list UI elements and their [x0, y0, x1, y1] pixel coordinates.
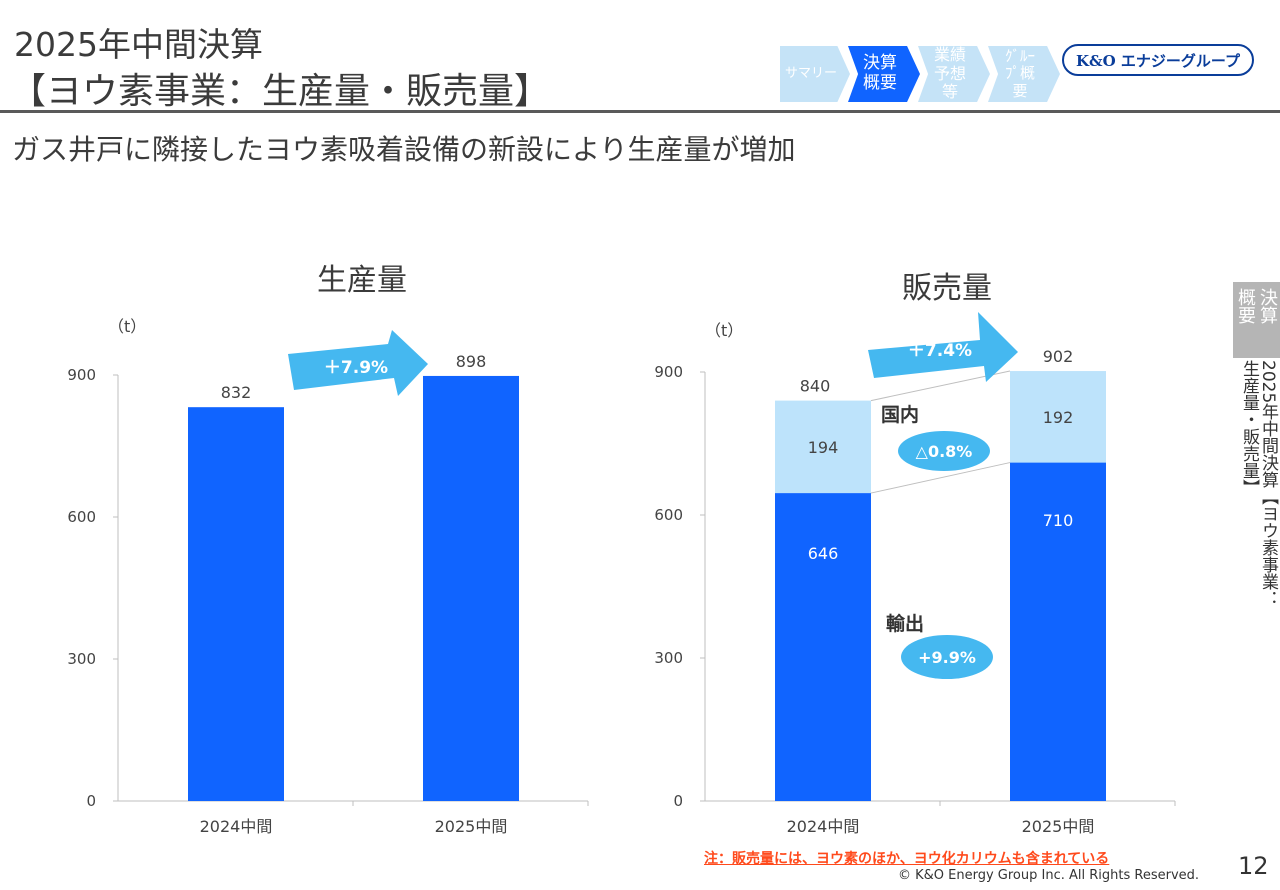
- bar-domestic: [775, 400, 871, 494]
- x-tick-label: 2024中間: [787, 817, 860, 836]
- bar: [188, 407, 284, 801]
- connector-line: [870, 462, 1011, 494]
- data-label-domestic: 194: [808, 438, 839, 457]
- data-label-export: 710: [1043, 511, 1074, 530]
- y-tick-label: 0: [673, 792, 683, 810]
- bar-export: [775, 493, 871, 801]
- footnote: 注：販売量には、ヨウ素のほか、ヨウ化カリウムも含まれている: [704, 851, 1110, 867]
- data-label-export: 646: [808, 544, 839, 563]
- growth-label: ＋7.9%: [324, 358, 388, 378]
- nav-item-label: ｸﾞﾙｰﾌﾟ概要: [1004, 47, 1035, 100]
- growth-arrow: [288, 330, 428, 396]
- nav-item-forecast[interactable]: 業績予想等: [918, 46, 990, 102]
- series-label-export: 輸出: [886, 612, 924, 635]
- page-subtitle: ガス井戸に隣接したヨウ素吸着設備の新設により生産量が増加: [12, 133, 796, 166]
- y-tick-label: 900: [67, 366, 96, 384]
- data-label-total: 902: [1043, 347, 1074, 366]
- bar-export: [1010, 462, 1106, 801]
- data-label: 832: [221, 383, 252, 402]
- bar: [423, 375, 519, 801]
- side-tab[interactable]: 決算 概要: [1233, 282, 1280, 358]
- data-label: 898: [456, 352, 487, 371]
- series-label-domestic: 国内: [881, 403, 919, 426]
- company-logo: K&O エナジーグループ: [1062, 44, 1254, 76]
- y-tick-label: 0: [86, 792, 96, 810]
- nav-item-label: 業績予想等: [933, 45, 966, 102]
- nav-item-label: サマリー: [784, 65, 837, 81]
- growth-arrow: [868, 312, 1018, 382]
- side-vertical-title: 2025年中間決算【ヨウ素事業：生産量・販売量】: [1239, 360, 1278, 608]
- data-label-domestic: 192: [1043, 408, 1074, 427]
- side-tab-label-left: 概要: [1235, 288, 1256, 324]
- nav-item-results-overview[interactable]: 決算概要: [848, 46, 920, 102]
- chart-title: 生産量: [317, 263, 407, 298]
- x-tick-label: 2024中間: [200, 817, 273, 836]
- growth-label: ＋7.4%: [908, 341, 972, 361]
- data-label-total: 840: [800, 377, 831, 396]
- chart-title: 販売量: [902, 271, 992, 306]
- copyright: © K&O Energy Group Inc. All Rights Reser…: [898, 868, 1200, 883]
- change-oval-export: [901, 635, 993, 679]
- y-tick-label: 900: [654, 363, 683, 381]
- page-title: 2025年中間決算: [14, 25, 263, 64]
- bar-domestic: [1010, 371, 1106, 463]
- nav-item-summary[interactable]: サマリー: [780, 46, 850, 102]
- change-label-domestic: △0.8%: [916, 442, 973, 461]
- page-title-topic: 【ヨウ素事業：生産量・販売量】: [10, 71, 551, 112]
- change-label-export: +9.9%: [918, 648, 976, 667]
- change-oval-domestic: [898, 431, 990, 471]
- x-tick-label: 2025中間: [1022, 817, 1095, 836]
- side-tab-label-right: 決算: [1257, 288, 1278, 324]
- y-axis-unit-label: （t）: [108, 317, 146, 336]
- y-tick-label: 600: [67, 508, 96, 526]
- y-tick-label: 300: [67, 650, 96, 668]
- header-divider: [0, 110, 1280, 113]
- x-tick-label: 2025中間: [435, 817, 508, 836]
- page-number: 12: [1238, 852, 1269, 880]
- nav-item-group-overview[interactable]: ｸﾞﾙｰﾌﾟ概要: [988, 46, 1060, 102]
- nav-item-label: 決算概要: [863, 53, 897, 93]
- y-tick-label: 300: [654, 649, 683, 667]
- y-tick-label: 600: [654, 506, 683, 524]
- y-axis-unit-label: （t）: [705, 321, 743, 340]
